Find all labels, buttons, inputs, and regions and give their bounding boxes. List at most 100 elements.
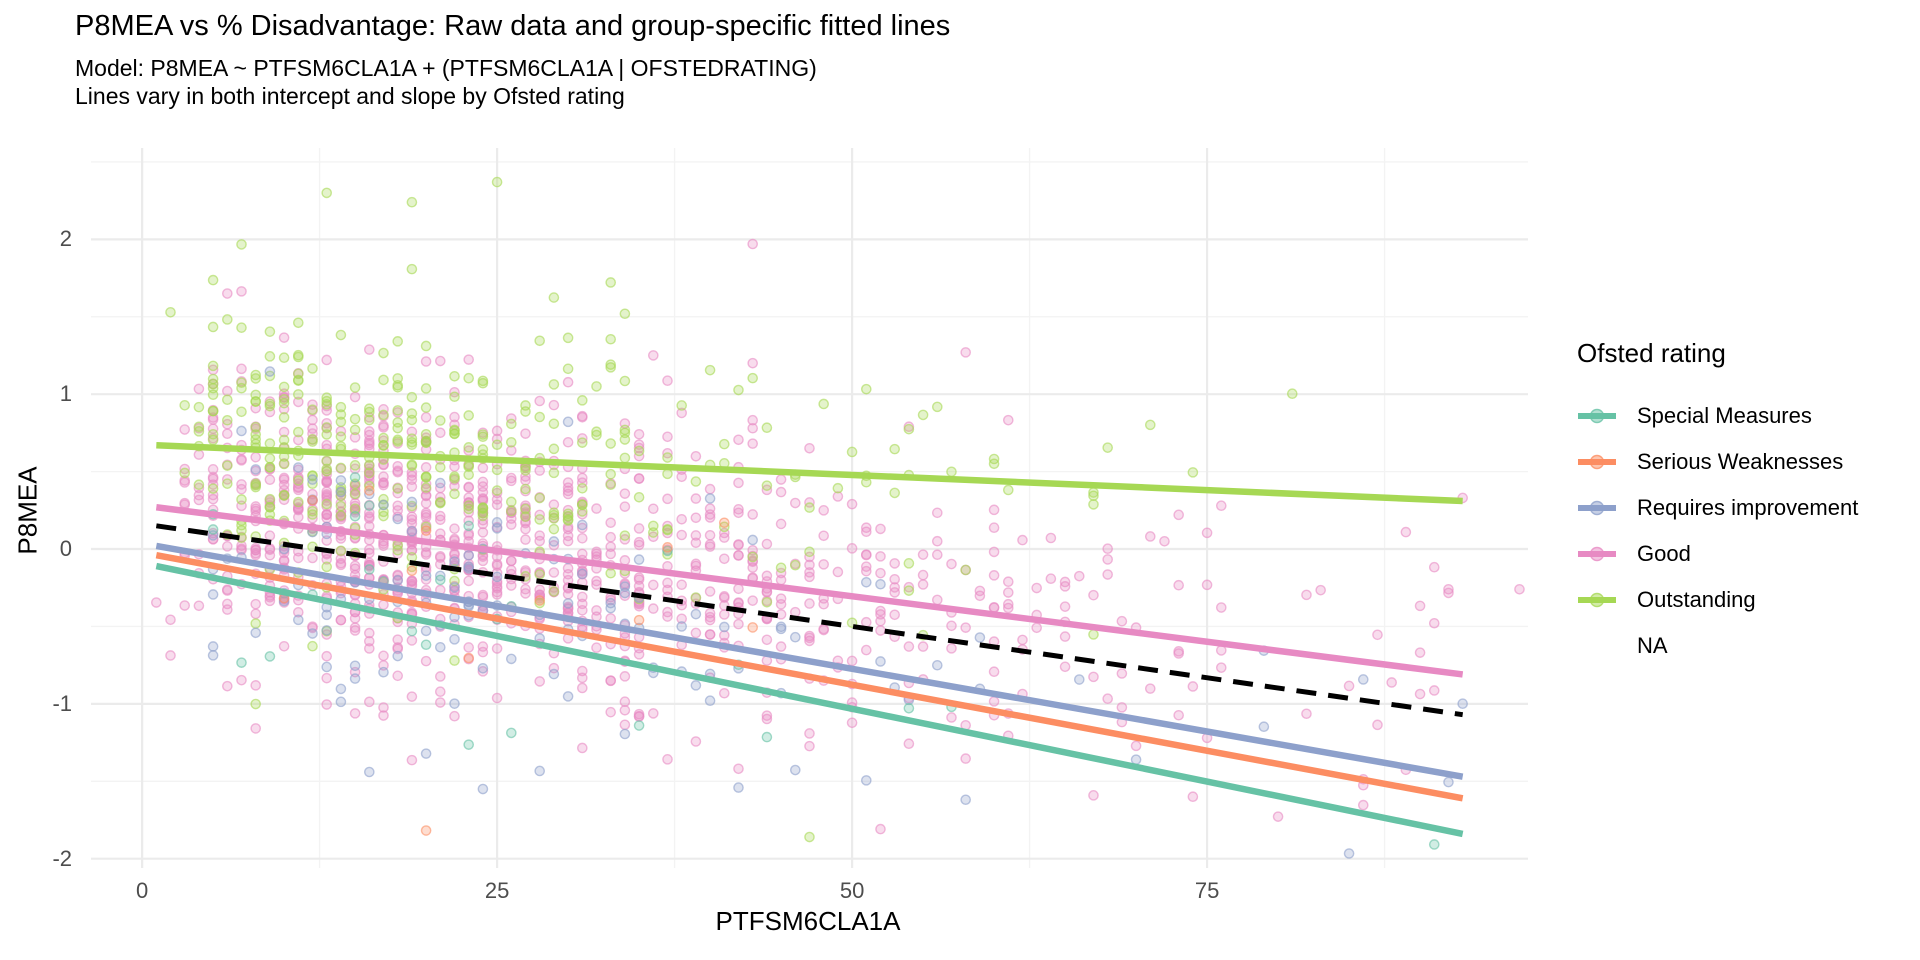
data-point (1059, 631, 1071, 642)
data-point (889, 573, 900, 585)
data-point (747, 622, 759, 633)
data-point (207, 524, 219, 535)
data-point (307, 363, 318, 374)
data-point (577, 519, 588, 531)
data-point (1443, 583, 1454, 595)
data-point (690, 530, 702, 541)
data-point (931, 507, 943, 519)
data-point (633, 554, 645, 565)
data-point (761, 570, 773, 582)
data-point (435, 355, 446, 367)
data-point (392, 382, 404, 393)
x-tick-label: 50 (839, 878, 865, 903)
data-point (804, 571, 815, 583)
data-point (1045, 532, 1057, 544)
data-point (463, 549, 475, 561)
data-point (846, 543, 858, 554)
data-point (449, 548, 460, 559)
data-point (349, 660, 361, 672)
data-point (236, 674, 247, 686)
data-point (988, 504, 1000, 516)
legend-key-swatch (1577, 545, 1621, 563)
data-point (761, 422, 773, 434)
data-point (364, 696, 375, 708)
data-point (633, 614, 645, 626)
data-point (605, 277, 617, 288)
data-point (1002, 576, 1014, 588)
data-point (349, 488, 361, 500)
fitted-line-fixed-effect-overall- (155, 523, 1464, 718)
data-point (406, 526, 418, 537)
data-point (520, 583, 531, 595)
data-point (506, 505, 517, 517)
data-point (662, 577, 673, 589)
data-point (392, 575, 404, 586)
data-point (1173, 646, 1184, 657)
data-point (506, 436, 517, 448)
data-point (378, 702, 389, 713)
data-point (548, 418, 560, 430)
data-point (775, 593, 787, 604)
data-point (506, 418, 517, 430)
data-point (335, 545, 347, 557)
data-point (435, 415, 446, 426)
legend-item-na: NA (1577, 623, 1858, 669)
data-point (1343, 848, 1355, 859)
legend-items: Special Measures Serious Weaknesses Requir… (1577, 393, 1858, 669)
data-point (463, 652, 475, 664)
data-point (548, 523, 560, 535)
data-point (790, 497, 801, 509)
data-point (761, 480, 773, 491)
data-point (364, 403, 375, 415)
data-point (222, 385, 233, 397)
data-point (250, 627, 262, 639)
data-point (506, 475, 517, 487)
data-point (392, 634, 404, 645)
data-point (860, 644, 872, 656)
data-point (733, 384, 744, 396)
data-point (548, 567, 560, 578)
data-point (435, 671, 446, 682)
data-point (562, 535, 574, 547)
data-point (562, 332, 574, 344)
legend-key-empty (1577, 637, 1621, 655)
data-point (946, 712, 957, 723)
data-point (548, 399, 560, 411)
data-point (562, 416, 574, 428)
data-point (321, 650, 333, 662)
data-point (633, 710, 645, 722)
data-point (207, 589, 219, 600)
data-point (562, 485, 574, 497)
data-point (662, 468, 673, 480)
data-point (278, 394, 290, 405)
data-point (207, 464, 219, 475)
data-point (477, 641, 489, 652)
data-point (420, 472, 432, 483)
data-point (335, 510, 347, 521)
data-point (903, 702, 915, 714)
data-point (690, 736, 702, 747)
data-point (264, 493, 276, 505)
data-point (392, 465, 404, 477)
data-point (761, 596, 773, 608)
data-point (690, 450, 702, 462)
data-point (477, 662, 489, 674)
data-point (250, 618, 262, 629)
data-point (548, 292, 560, 303)
data-point (477, 476, 489, 488)
data-point (420, 570, 432, 581)
data-point (931, 659, 943, 671)
data-point (463, 461, 475, 473)
data-point (264, 351, 276, 362)
data-point (1144, 419, 1156, 431)
data-point (193, 494, 205, 506)
data-point (435, 641, 446, 653)
data-point (321, 455, 333, 467)
legend-item-special-measures: Special Measures (1577, 393, 1858, 439)
data-point (860, 616, 872, 628)
data-point (193, 401, 205, 413)
data-point (577, 522, 588, 534)
data-point (733, 477, 744, 489)
data-point (264, 326, 276, 337)
data-point (846, 446, 858, 458)
